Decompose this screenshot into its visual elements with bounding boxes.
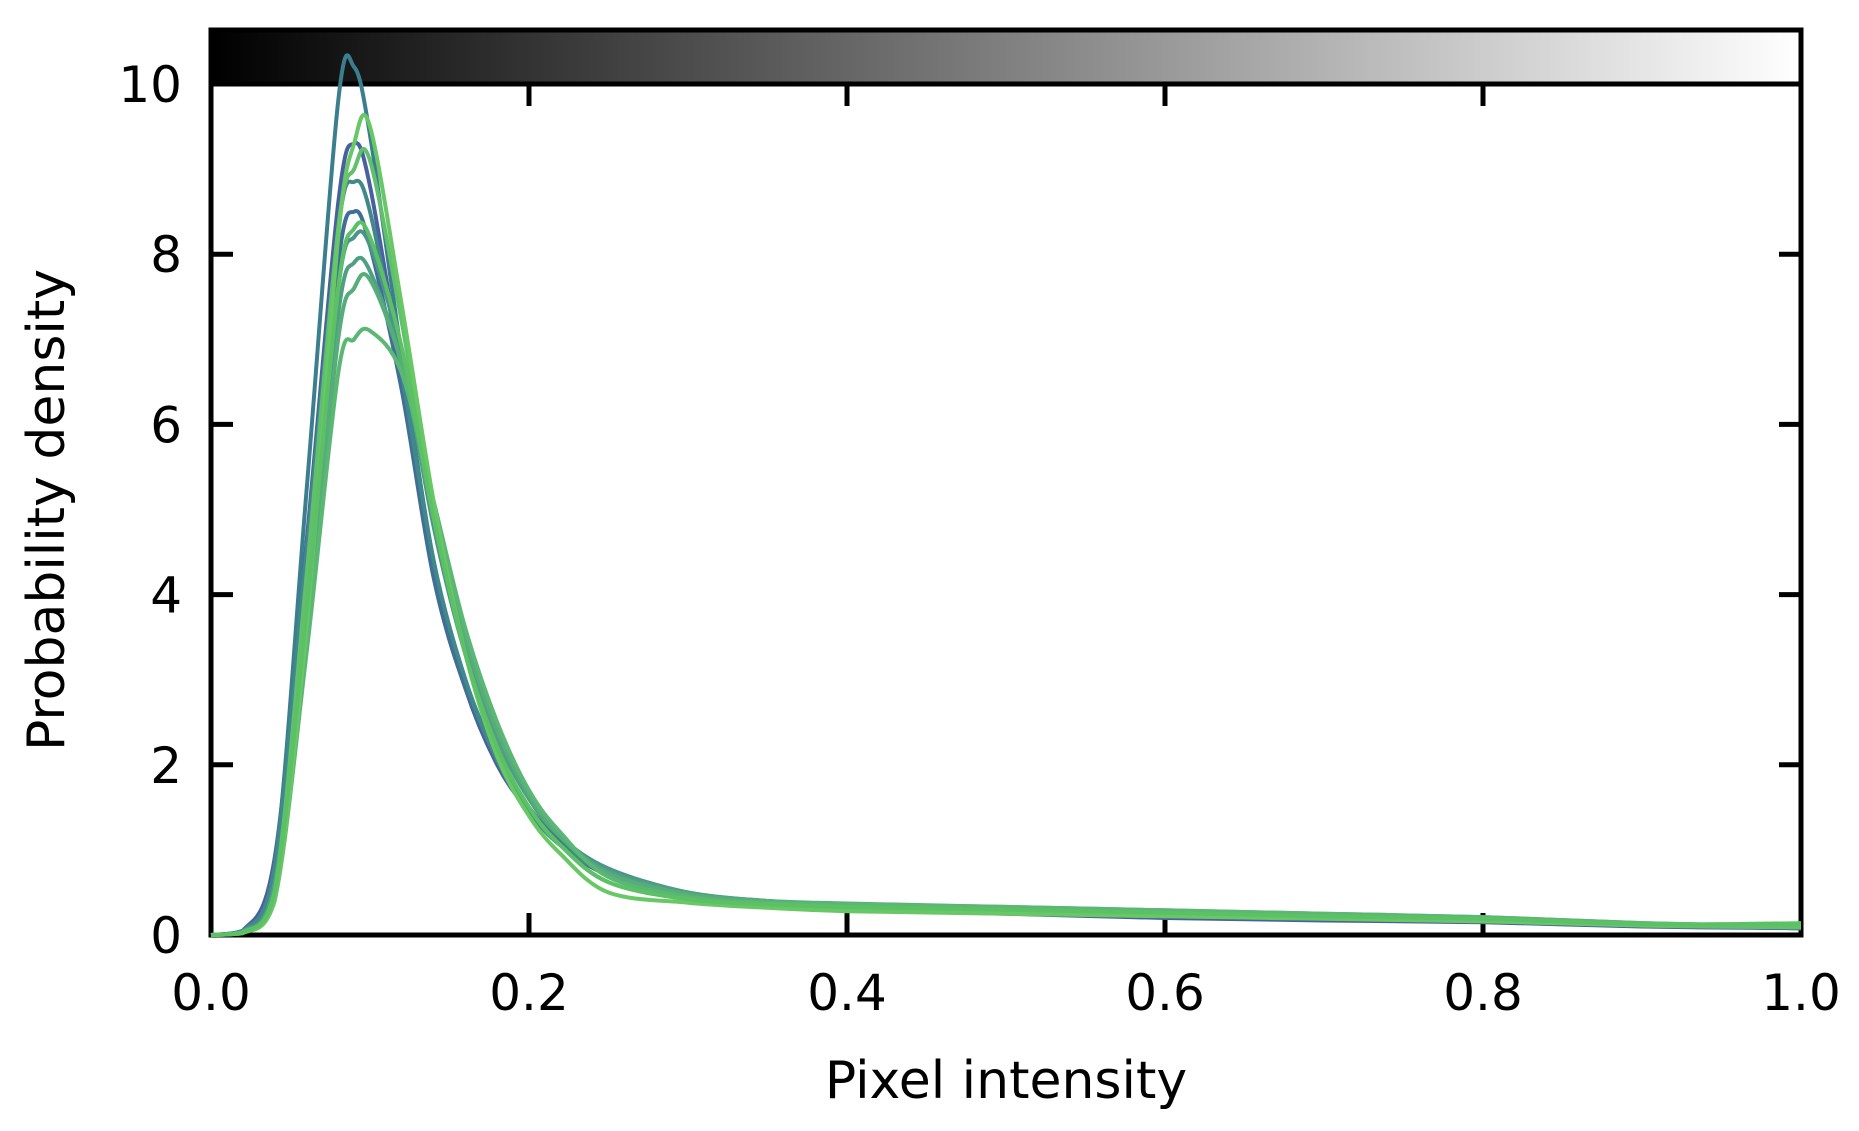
y-tick-label: 10 [118,56,182,114]
y-tick-label: 8 [150,226,182,284]
density-series-line-10 [210,112,1802,937]
x-tick-label: 0.2 [489,964,569,1022]
y-tick-label: 6 [150,396,182,454]
tick-labels: 0.0 0.2 0.4 0.6 0.8 1.0 0 2 4 6 8 10 [118,56,1840,1022]
plot-frame [208,81,1804,938]
density-series-line-9 [210,147,1802,937]
y-axis-label: Probability density [17,269,77,751]
x-tick-label: 1.0 [1761,964,1841,1022]
x-tick-label: 0.8 [1443,964,1523,1022]
x-tick-label: 0.0 [171,964,251,1022]
density-series-line-1 [210,141,1802,937]
density-series-line-3 [210,53,1802,937]
y-tick-label: 2 [150,737,182,795]
x-axis-label: Pixel intensity [825,1051,1187,1111]
density-series-line-8 [210,326,1802,937]
series-layer [210,53,1802,937]
density-series-line-4 [210,178,1802,937]
y-tick-label: 0 [150,907,182,965]
density-series-line-7 [210,272,1802,937]
x-tick-label: 0.6 [1125,964,1205,1022]
x-tick-label: 0.4 [807,964,887,1022]
axis-ticks [208,81,1804,938]
colorbar [208,27,1804,87]
y-tick-label: 4 [150,567,182,625]
density-series-line-11 [210,220,1802,937]
